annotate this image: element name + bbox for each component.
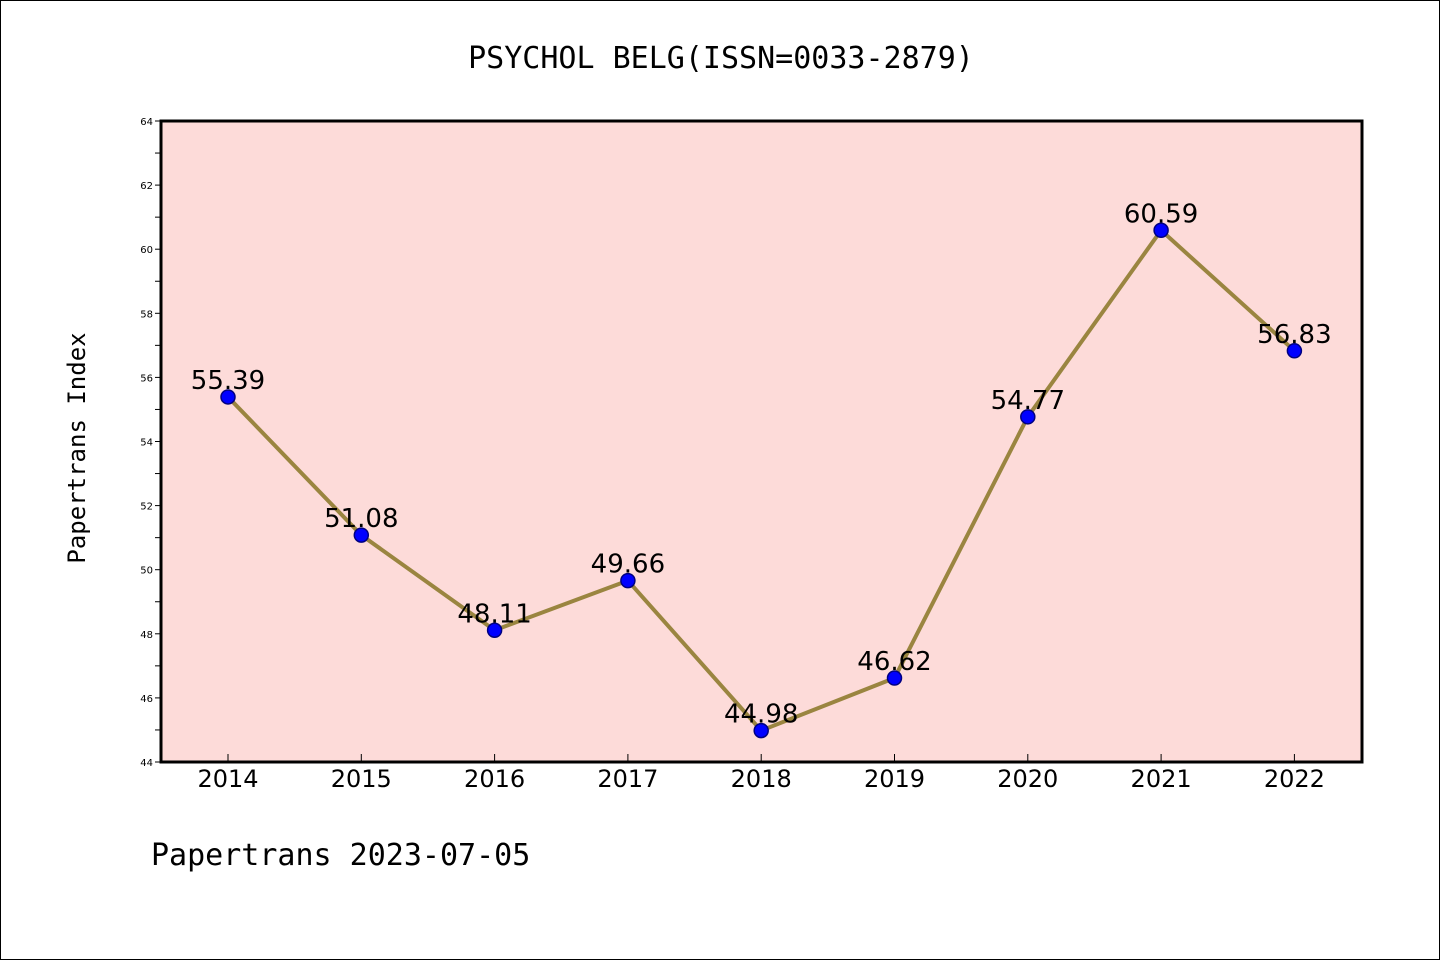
data-point bbox=[886, 670, 903, 686]
data-label: 46.62 bbox=[857, 647, 931, 677]
y-tick-label: 60 bbox=[140, 245, 153, 256]
x-tick-label: 2019 bbox=[864, 765, 925, 793]
chart-title: PSYCHOL BELG(ISSN=0033-2879) bbox=[468, 41, 974, 76]
y-axis-label: Papertrans Index bbox=[63, 332, 91, 563]
data-point bbox=[220, 389, 236, 405]
plot-border bbox=[159, 119, 1364, 764]
data-label: 51.08 bbox=[324, 504, 398, 534]
data-label: 48.11 bbox=[457, 599, 531, 629]
y-tick-label: 52 bbox=[140, 502, 153, 513]
x-tick-label: 2014 bbox=[197, 765, 258, 793]
data-label: 55.39 bbox=[191, 366, 265, 396]
y-tick-label: 54 bbox=[140, 438, 153, 449]
data-labels-group: 55.39 51.08 48.11 49.66 44.98 46.62 54.77 60.59… bbox=[191, 199, 1332, 729]
data-point bbox=[753, 722, 769, 739]
y-tick-label: 62 bbox=[140, 181, 153, 192]
y-tick-label: 44 bbox=[140, 758, 153, 769]
data-label: 49.66 bbox=[591, 550, 665, 580]
data-label: 44.98 bbox=[724, 700, 798, 730]
data-point bbox=[1286, 343, 1303, 359]
data-point bbox=[1020, 409, 1036, 425]
x-tick-label: 2017 bbox=[597, 765, 658, 793]
data-point bbox=[486, 622, 503, 639]
x-tick-label: 2015 bbox=[331, 765, 392, 793]
x-tick-label: 2016 bbox=[464, 765, 525, 793]
y-tick-label: 58 bbox=[140, 309, 153, 320]
x-tick-label: 2022 bbox=[1264, 765, 1325, 793]
y-tick-label: 46 bbox=[140, 694, 153, 705]
data-point bbox=[1153, 222, 1169, 239]
x-tick-label: 2020 bbox=[997, 765, 1058, 793]
data-label: 56.83 bbox=[1257, 320, 1331, 350]
markers-group bbox=[220, 222, 1303, 739]
data-label: 54.77 bbox=[991, 386, 1065, 416]
data-point bbox=[353, 527, 370, 543]
y-tick-label: 48 bbox=[140, 630, 153, 641]
y-tick-label: 56 bbox=[140, 373, 153, 384]
y-axis: 44 46 48 50 52 54 56 58 60 62 64 bbox=[140, 117, 161, 769]
x-axis: 2014 2015 2016 2017 2018 2019 2020 2021 2022 bbox=[197, 754, 1325, 793]
footer-text: Papertrans 2023-07-05 bbox=[151, 838, 530, 873]
y-tick-label: 64 bbox=[140, 117, 153, 128]
data-point bbox=[620, 572, 636, 589]
x-tick-label: 2018 bbox=[731, 765, 792, 793]
x-tick-label: 2021 bbox=[1131, 765, 1192, 793]
y-tick-label: 50 bbox=[140, 566, 153, 577]
data-label: 60.59 bbox=[1124, 199, 1198, 229]
